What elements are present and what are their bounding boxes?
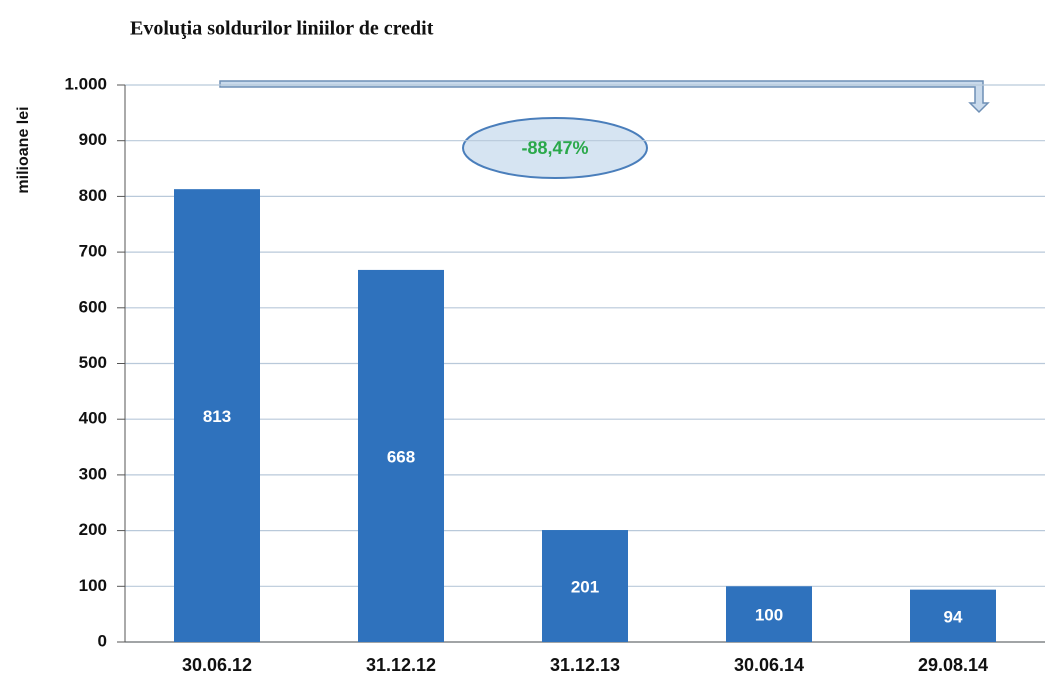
x-tick-label: 30.06.14 [734,655,804,675]
data-label: 201 [571,578,599,597]
bar [726,586,812,642]
x-tick-label: 31.12.12 [366,655,436,675]
data-label: 94 [944,607,963,626]
y-tick-label: 700 [79,242,107,261]
bar [358,269,444,642]
y-tick-label: 0 [98,631,107,650]
data-label: 813 [203,407,231,426]
y-tick-label: 200 [79,520,107,539]
y-tick-label: 600 [79,297,107,316]
bar [542,530,628,642]
y-tick-label: 500 [79,353,107,372]
y-tick-label: 400 [79,409,107,428]
annotation: -88,47% [521,138,588,158]
data-label: 668 [387,447,415,466]
bar [910,589,996,642]
chart-title: Evoluţia soldurilor liniilor de credit [130,18,434,40]
annotation-bubble [462,117,648,179]
y-tick-label: 300 [79,464,107,483]
x-tick-label: 30.06.12 [182,655,252,675]
x-tick-label: 31.12.13 [550,655,620,675]
trend-arrow [219,80,990,114]
y-tick-label: 1.000 [64,74,107,93]
x-tick-label: 29.08.14 [918,655,988,675]
y-tick-label: 900 [79,130,107,149]
bar [174,189,260,642]
y-tick-label: 100 [79,576,107,595]
y-axis-label: milioane lei [15,106,32,193]
y-tick-label: 800 [79,186,107,205]
data-label: 100 [755,606,783,625]
